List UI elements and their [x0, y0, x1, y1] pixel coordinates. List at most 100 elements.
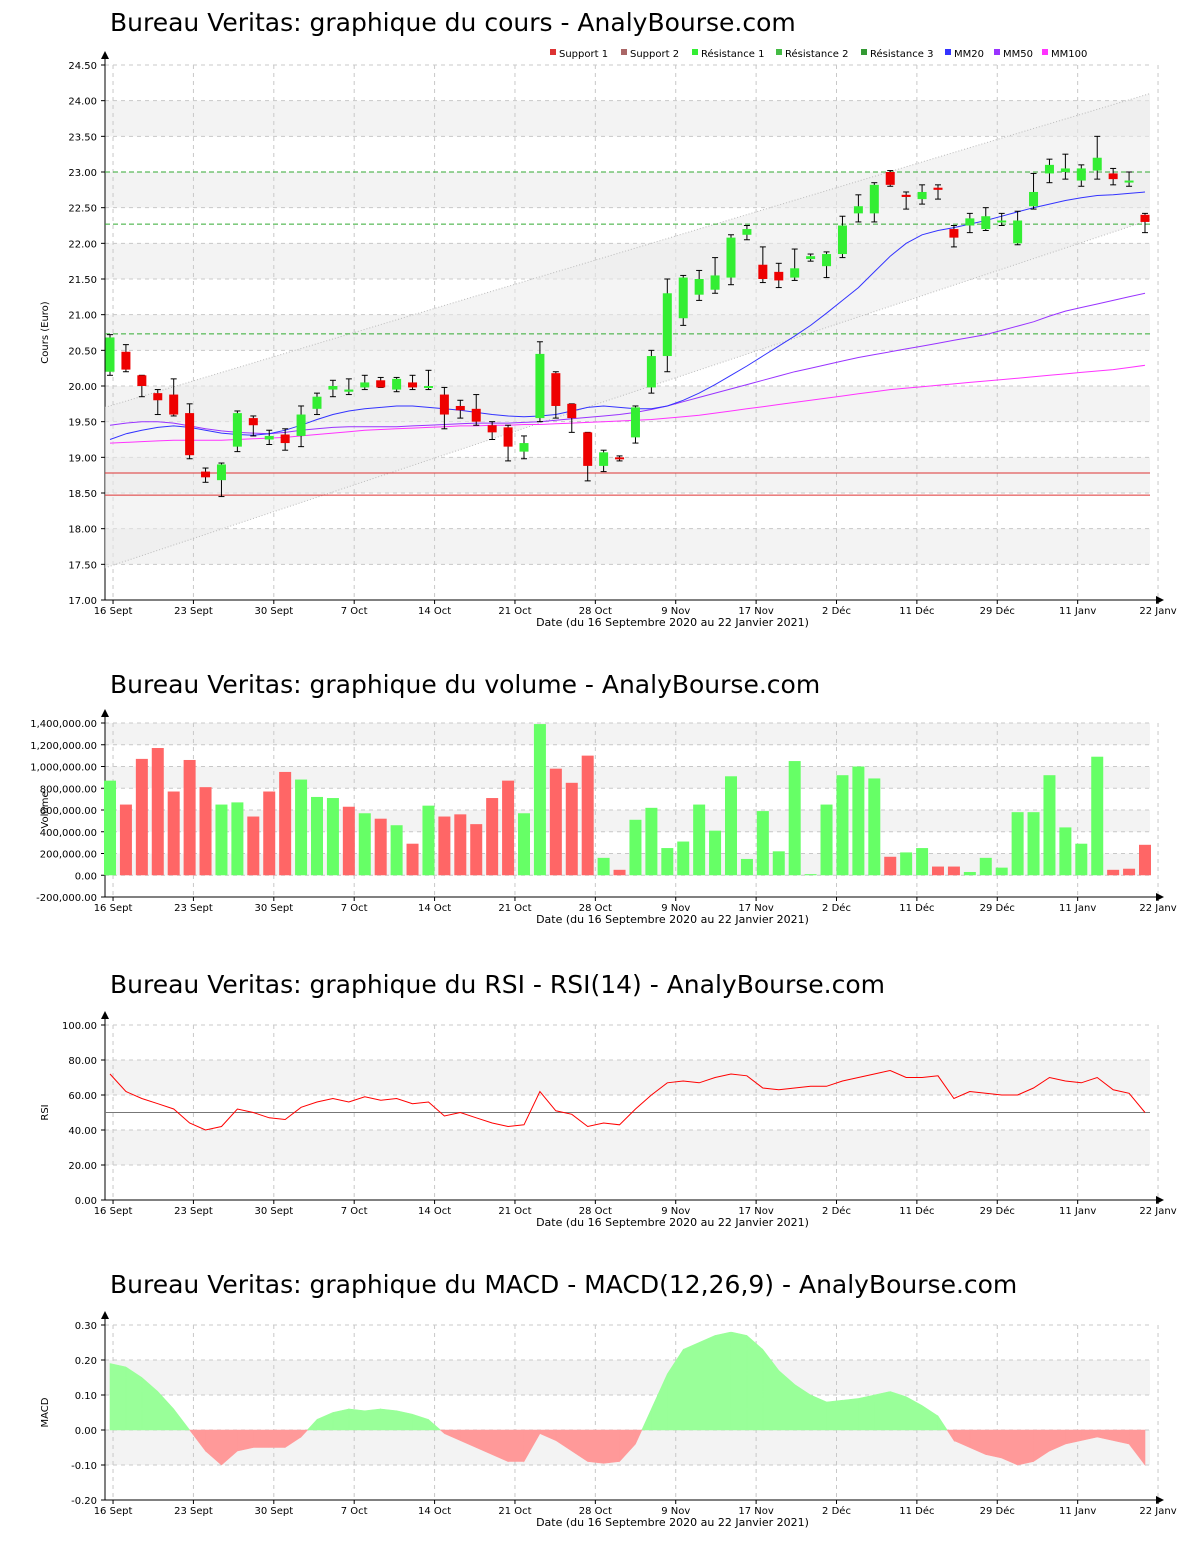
volume-bar	[868, 778, 881, 876]
candle-body	[1124, 180, 1134, 183]
x-tick-label: 9 Nov	[661, 1506, 690, 1517]
y-tick-label: 1,000,000.00	[30, 763, 97, 774]
y-axis-arrow	[101, 51, 109, 59]
volume-bar	[167, 791, 180, 876]
candle-body	[153, 393, 163, 401]
x-tick-label: 22 Janv	[1139, 903, 1176, 914]
volume-bar	[1059, 827, 1072, 876]
rsi-chart: 0.00 20.00 40.00 60.00 80.00 100.00 16 Sept 23 …	[40, 1011, 1177, 1229]
y-tick-label: 18.00	[68, 525, 97, 536]
trend-channel	[105, 93, 1150, 568]
candle-body	[646, 356, 656, 388]
x-tick-label: 28 Oct	[579, 1506, 612, 1517]
y-tick-label: 22.00	[68, 239, 97, 250]
candle-body	[630, 407, 640, 438]
background-band	[105, 528, 1150, 565]
y-tick-label: 22.50	[68, 204, 97, 215]
volume-bar	[533, 724, 546, 876]
y-tick-label: 18.50	[68, 489, 97, 500]
candle-body	[280, 434, 290, 444]
x-tick-label: 28 Oct	[579, 903, 612, 914]
x-tick-label: 11 Déc	[899, 1205, 934, 1217]
volume-bar	[326, 798, 339, 876]
x-tick-label: 29 Déc	[980, 1205, 1015, 1217]
y-tick-label: 60.00	[68, 1091, 97, 1102]
volume-bar	[263, 791, 276, 876]
x-tick-label: 11 Janv	[1059, 606, 1096, 617]
volume-bar	[358, 813, 371, 876]
legend-label: Support 1	[559, 49, 608, 60]
y-tick-label: 100.00	[62, 1021, 97, 1032]
x-tick-label: 21 Oct	[498, 606, 531, 617]
background-band	[105, 100, 1150, 137]
x-tick-label: 17 Nov	[738, 606, 774, 617]
y-tick-label: 0.10	[75, 1391, 97, 1402]
candle-body	[296, 414, 306, 436]
background-band	[105, 723, 1150, 745]
candle-body	[981, 216, 991, 230]
y-axis-arrow	[101, 1311, 109, 1319]
price-chart-title: Bureau Veritas: graphique du cours - Ana…	[110, 8, 796, 37]
y-tick-label: -200,000.00	[36, 893, 97, 904]
candle-body	[201, 471, 211, 478]
volume-bar	[279, 771, 292, 876]
y-tick-label: 20.00	[68, 382, 97, 393]
candle-body	[949, 229, 959, 238]
candle-body	[1044, 164, 1054, 174]
x-axis-arrow	[1156, 1196, 1164, 1204]
volume-bar	[1107, 869, 1120, 876]
volume-chart-title: Bureau Veritas: graphique du volume - An…	[110, 670, 821, 699]
volume-bar	[597, 857, 610, 876]
legend-swatch	[550, 49, 556, 55]
y-axis-label: Volume	[40, 791, 51, 828]
y-tick-label: 600,000.00	[40, 806, 97, 817]
candle-body	[551, 373, 561, 406]
x-tick-label: 2 Déc	[822, 1505, 851, 1517]
x-tick-label: 7 Oct	[341, 606, 368, 617]
x-tick-label: 11 Janv	[1059, 903, 1096, 914]
y-tick-label: 40.00	[68, 1126, 97, 1137]
legend-label: MM50	[1003, 49, 1033, 60]
y-axis-label: RSI	[40, 1104, 51, 1120]
background-band	[105, 766, 1150, 789]
y-tick-label: 20.50	[68, 346, 97, 357]
volume-bar	[884, 856, 897, 876]
volume-bar	[995, 867, 1008, 876]
volume-bar	[549, 768, 562, 876]
volume-bar	[979, 857, 992, 876]
x-tick-label: 17 Nov	[738, 903, 774, 914]
candle-body	[837, 225, 847, 255]
background-band	[105, 1360, 1150, 1395]
y-tick-label: 23.50	[68, 132, 97, 143]
candle-body	[487, 425, 497, 433]
candle-body	[232, 413, 242, 447]
candle-body	[185, 413, 195, 456]
volume-bar	[836, 775, 849, 876]
x-tick-label: 29 Déc	[980, 605, 1015, 617]
candle-body	[1013, 220, 1023, 244]
x-tick-label: 9 Nov	[661, 903, 690, 914]
x-tick-label: 16 Sept	[94, 903, 133, 914]
volume-bar	[311, 796, 323, 876]
x-axis-label: Date (du 16 Septembre 2020 au 22 Janvier…	[536, 1216, 809, 1229]
y-tick-label: 1,400,000.00	[30, 719, 97, 730]
x-tick-label: 17 Nov	[738, 1206, 774, 1217]
legend-swatch	[692, 49, 698, 55]
volume-bar	[1027, 812, 1040, 876]
macd-chart: -0.20 -0.10 0.00 0.10 0.20 0.30 16 Sept 23 Sept…	[40, 1311, 1177, 1529]
volume-bar	[502, 780, 515, 876]
legend-swatch	[861, 49, 867, 55]
volume-bar	[406, 843, 419, 876]
candle-body	[901, 194, 911, 197]
background-band	[105, 1130, 1150, 1165]
volume-bar	[788, 761, 801, 876]
y-axis-arrow	[101, 709, 109, 717]
candle-body	[662, 293, 672, 357]
x-tick-label: 9 Nov	[661, 606, 690, 617]
volume-bar	[1043, 775, 1056, 876]
volume-bar	[804, 874, 817, 876]
candle-body	[997, 220, 1007, 223]
y-tick-label: 24.00	[68, 97, 97, 108]
volume-bar	[725, 776, 737, 876]
macd-chart-title: Bureau Veritas: graphique du MACD - MACD…	[110, 1270, 1018, 1299]
